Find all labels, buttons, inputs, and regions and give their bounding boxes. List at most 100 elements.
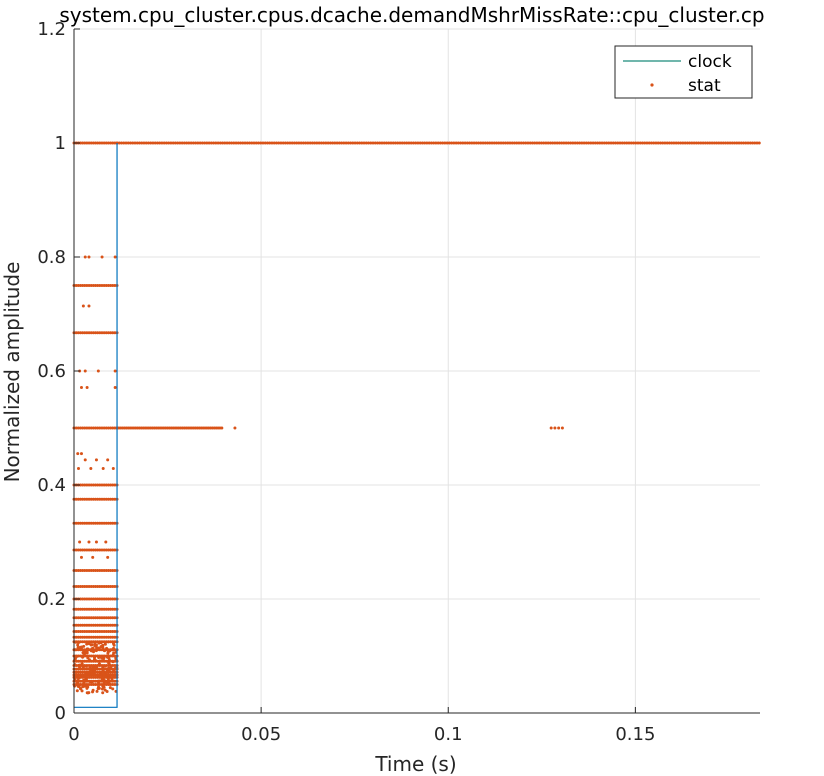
stat-point	[477, 141, 481, 145]
stat-point	[535, 141, 539, 145]
stat-point	[109, 497, 113, 501]
stat-point	[85, 426, 89, 430]
stat-point	[79, 645, 83, 649]
stat-point	[103, 642, 107, 646]
stat-point	[87, 521, 91, 525]
stat-point	[85, 497, 89, 501]
stat-point	[81, 666, 85, 670]
stat-point	[106, 548, 110, 552]
stat-point	[96, 426, 100, 430]
stat-point	[89, 649, 93, 653]
stat-point	[724, 141, 728, 145]
stat-point	[85, 640, 89, 644]
stat-point	[198, 141, 202, 145]
stat-point	[109, 607, 113, 611]
stat-point	[308, 141, 312, 145]
stat-point	[83, 521, 87, 525]
stat-point	[656, 141, 660, 145]
stat-point	[113, 607, 117, 611]
stat-point	[89, 548, 93, 552]
stat-point	[358, 141, 362, 145]
stat-point	[110, 677, 114, 681]
stat-point	[96, 284, 100, 287]
stat-point	[113, 521, 117, 525]
stat-point	[98, 607, 102, 611]
stat-point	[488, 141, 492, 145]
y-tick-label: 0.4	[37, 475, 66, 496]
stat-point	[647, 141, 651, 145]
stat-point	[521, 141, 525, 145]
stat-point	[506, 141, 510, 145]
stat-point	[315, 141, 319, 145]
stat-point	[100, 659, 104, 663]
stat-point	[109, 654, 113, 658]
stat-point	[91, 635, 95, 639]
stat-point	[85, 642, 89, 646]
stat-point	[87, 616, 91, 620]
stat-point	[102, 548, 106, 552]
stat-point	[102, 426, 106, 430]
stat-point	[425, 141, 429, 145]
stat-point	[335, 141, 339, 145]
stat-point	[735, 141, 739, 145]
stat-point	[113, 426, 117, 430]
stat-point	[470, 141, 474, 145]
stat-point	[663, 141, 667, 145]
stat-point	[85, 569, 89, 572]
stat-point	[85, 597, 89, 601]
stat-point	[76, 569, 80, 572]
stat-point	[233, 426, 237, 430]
stat-point	[81, 616, 85, 620]
stat-point	[411, 141, 415, 145]
x-tick-label: 0.05	[241, 724, 281, 745]
stat-point	[74, 655, 78, 659]
stat-point	[230, 141, 234, 145]
stat-point	[98, 497, 102, 501]
stat-point	[83, 640, 87, 644]
stat-point	[85, 584, 89, 588]
stat-point	[113, 497, 117, 501]
stat-point	[254, 141, 258, 145]
stat-point	[726, 141, 730, 145]
stat-point	[100, 483, 104, 487]
stat-point	[142, 141, 146, 145]
stat-point	[122, 141, 126, 145]
stat-point	[113, 569, 117, 572]
stat-point	[91, 497, 95, 501]
stat-point	[443, 141, 447, 145]
stat-point	[77, 677, 81, 681]
stat-point	[753, 141, 757, 145]
stat-point	[100, 584, 104, 588]
stat-point	[78, 623, 82, 627]
stat-point	[333, 141, 337, 145]
stat-point	[216, 141, 220, 145]
stat-point	[106, 616, 110, 620]
stat-point	[317, 141, 321, 145]
stat-point	[81, 426, 85, 430]
stat-point	[102, 597, 106, 601]
stat-point	[510, 141, 514, 145]
stat-point	[414, 141, 418, 145]
stat-point	[715, 141, 719, 145]
stat-point	[104, 616, 108, 620]
stat-point	[81, 331, 85, 335]
stat-point	[85, 686, 89, 690]
stat-point	[91, 607, 95, 611]
stat-point	[151, 141, 155, 145]
stat-point	[100, 623, 104, 627]
stat-point	[78, 670, 82, 674]
stat-point	[83, 426, 87, 430]
stat-point	[87, 607, 91, 611]
stat-point	[692, 141, 696, 145]
stat-point	[346, 141, 350, 145]
stat-point	[94, 607, 98, 611]
stat-point	[81, 623, 85, 627]
stat-point	[499, 141, 503, 145]
stat-point	[672, 141, 676, 145]
stat-point	[96, 369, 100, 373]
stat-point	[102, 673, 106, 677]
stat-point	[91, 675, 95, 679]
y-tick-label: 0.6	[37, 361, 66, 382]
stat-point	[106, 673, 110, 677]
